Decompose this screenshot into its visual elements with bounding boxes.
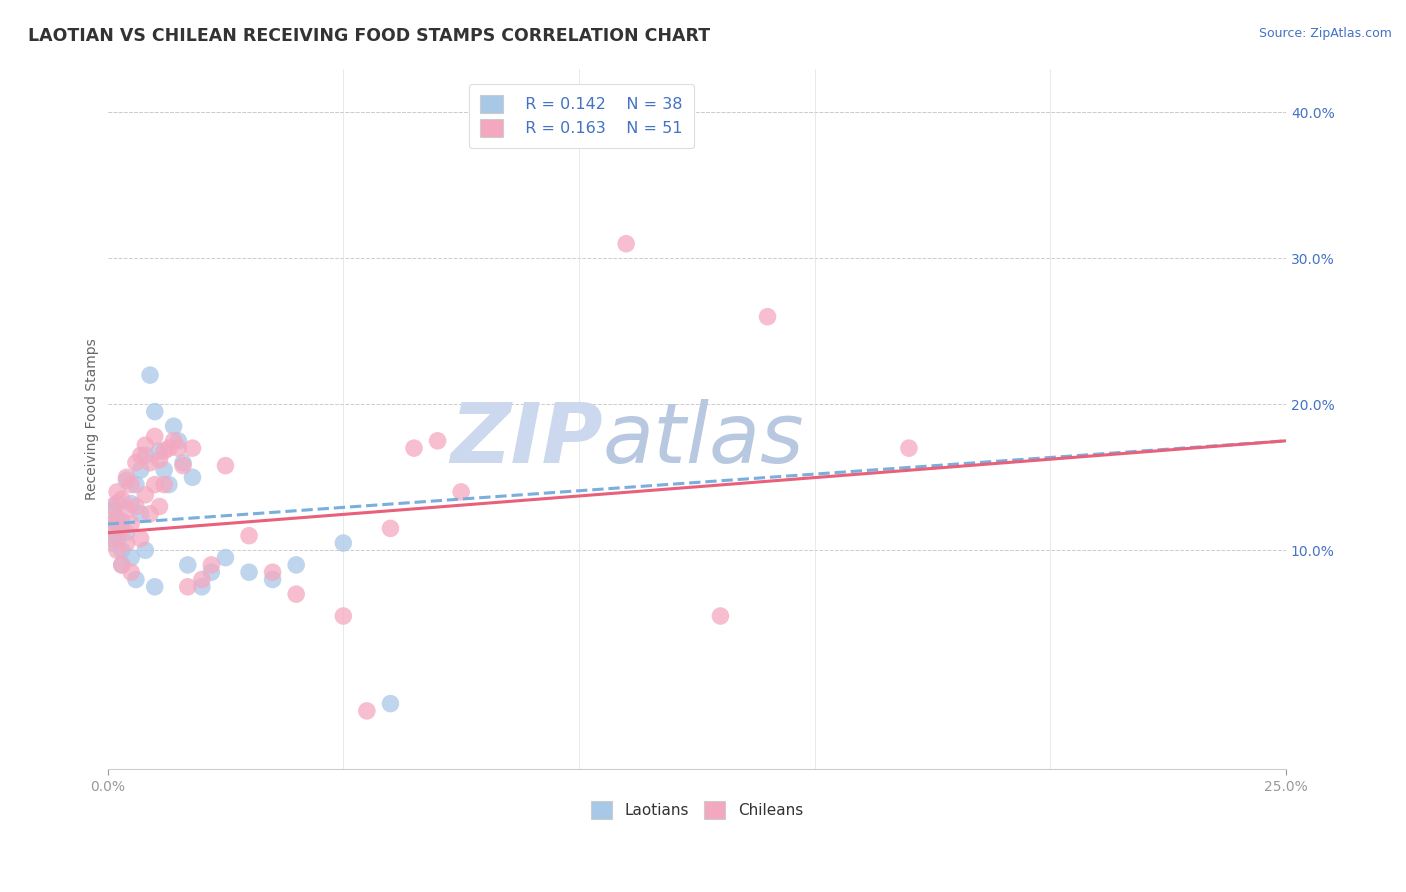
Point — [238, 529, 260, 543]
Point — [167, 441, 190, 455]
Point — [139, 368, 162, 383]
Point — [153, 444, 176, 458]
Point — [111, 492, 134, 507]
Point — [153, 463, 176, 477]
Point — [105, 484, 128, 499]
Point — [157, 441, 180, 455]
Point — [402, 441, 425, 455]
Point — [143, 404, 166, 418]
Point — [148, 500, 170, 514]
Point — [191, 573, 214, 587]
Point — [143, 429, 166, 443]
Point — [285, 587, 308, 601]
Point — [111, 558, 134, 572]
Point — [129, 463, 152, 477]
Point — [332, 609, 354, 624]
Point — [120, 516, 142, 531]
Point — [125, 456, 148, 470]
Point — [172, 456, 194, 470]
Point — [111, 521, 134, 535]
Point — [105, 497, 128, 511]
Point — [380, 697, 402, 711]
Point — [614, 236, 637, 251]
Point — [105, 532, 128, 546]
Text: Source: ZipAtlas.com: Source: ZipAtlas.com — [1258, 27, 1392, 40]
Point — [111, 514, 134, 528]
Point — [129, 532, 152, 546]
Point — [285, 558, 308, 572]
Point — [139, 456, 162, 470]
Point — [214, 458, 236, 473]
Point — [143, 580, 166, 594]
Point — [115, 536, 138, 550]
Point — [756, 310, 779, 324]
Point — [115, 502, 138, 516]
Point — [101, 504, 124, 518]
Point — [134, 438, 156, 452]
Point — [125, 477, 148, 491]
Point — [709, 609, 731, 624]
Point — [129, 507, 152, 521]
Point — [105, 543, 128, 558]
Text: ZIP: ZIP — [450, 400, 603, 481]
Point — [101, 521, 124, 535]
Text: atlas: atlas — [603, 400, 804, 481]
Point — [120, 477, 142, 491]
Point — [134, 488, 156, 502]
Point — [181, 470, 204, 484]
Point — [125, 573, 148, 587]
Point — [380, 521, 402, 535]
Point — [356, 704, 378, 718]
Text: LAOTIAN VS CHILEAN RECEIVING FOOD STAMPS CORRELATION CHART: LAOTIAN VS CHILEAN RECEIVING FOOD STAMPS… — [28, 27, 710, 45]
Point — [181, 441, 204, 455]
Point — [162, 434, 184, 448]
Point — [115, 525, 138, 540]
Point — [148, 444, 170, 458]
Point — [111, 558, 134, 572]
Point — [262, 565, 284, 579]
Point — [167, 434, 190, 448]
Point — [157, 477, 180, 491]
Y-axis label: Receiving Food Stamps: Receiving Food Stamps — [86, 338, 100, 500]
Point — [172, 458, 194, 473]
Point — [139, 507, 162, 521]
Point — [191, 580, 214, 594]
Point — [148, 452, 170, 467]
Point — [153, 477, 176, 491]
Point — [897, 441, 920, 455]
Point — [200, 565, 222, 579]
Point — [426, 434, 449, 448]
Point — [238, 565, 260, 579]
Point — [162, 419, 184, 434]
Point — [262, 573, 284, 587]
Point — [125, 500, 148, 514]
Point — [101, 516, 124, 531]
Point — [120, 550, 142, 565]
Point — [101, 532, 124, 546]
Point — [101, 536, 124, 550]
Point — [120, 497, 142, 511]
Point — [200, 558, 222, 572]
Point — [105, 511, 128, 525]
Point — [214, 550, 236, 565]
Point — [115, 470, 138, 484]
Point — [450, 484, 472, 499]
Point — [101, 500, 124, 514]
Point — [134, 449, 156, 463]
Point — [115, 473, 138, 487]
Point — [129, 449, 152, 463]
Point — [120, 565, 142, 579]
Point — [177, 558, 200, 572]
Point — [105, 516, 128, 531]
Point — [111, 543, 134, 558]
Point — [134, 543, 156, 558]
Point — [177, 580, 200, 594]
Point — [143, 477, 166, 491]
Legend: Laotians, Chileans: Laotians, Chileans — [585, 795, 808, 825]
Point — [332, 536, 354, 550]
